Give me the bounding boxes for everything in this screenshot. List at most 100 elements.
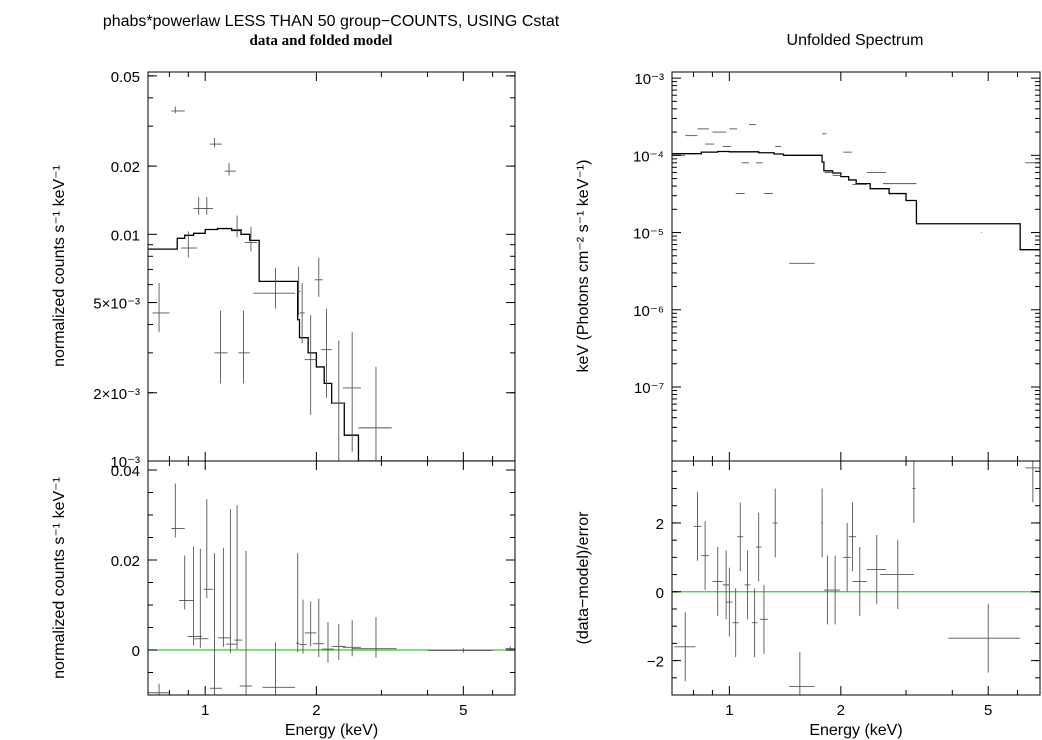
y-tick-label: 10⁻³ — [110, 454, 140, 471]
data-point — [203, 197, 214, 215]
x-axis-label: Energy (keV) — [285, 722, 378, 739]
data-point — [187, 546, 202, 646]
data-point — [744, 550, 751, 620]
data-point — [912, 461, 916, 523]
axes-frame — [147, 460, 516, 696]
data-point — [304, 601, 317, 647]
data-point — [726, 567, 733, 637]
data-point — [789, 651, 815, 695]
y-axis-label: normalized counts s⁻¹ keV⁻¹ — [51, 165, 68, 367]
axes-frame — [671, 71, 1041, 462]
data-point — [755, 512, 762, 582]
data-point — [866, 534, 887, 604]
panel-unfolded: 10⁻³ 10⁻⁴ 10⁻⁵ 10⁻⁶ 10⁻⁷ keV (Photons cm⁻² s⁻… — [575, 71, 1041, 462]
y-tick-label: 2×10⁻³ — [93, 386, 140, 403]
data-point — [244, 226, 257, 252]
data-point — [253, 268, 295, 309]
data-point — [299, 599, 307, 654]
data-point — [342, 332, 361, 452]
y-tick-label: 10⁻⁵ — [633, 226, 664, 243]
data-point — [712, 547, 723, 616]
data-point — [171, 483, 185, 538]
model-step-line — [672, 150, 1040, 251]
data-point — [352, 617, 397, 658]
panel-folded_resid: 0.04 0.02 0 1 2 5 Energy (keV) normalized count… — [51, 460, 516, 739]
data-point — [852, 547, 867, 616]
data-point — [760, 584, 768, 654]
data-point — [295, 553, 300, 653]
data-point — [179, 555, 194, 610]
data-point — [772, 488, 778, 558]
y-tick-label: 2 — [656, 516, 664, 533]
y-tick-label: 0.02 — [111, 159, 140, 176]
data-point — [674, 612, 696, 682]
data-point — [152, 282, 170, 333]
x-tick-label: 5 — [459, 702, 467, 719]
data-point — [732, 588, 739, 658]
data-point — [342, 620, 361, 657]
data-point — [948, 603, 1021, 673]
data-point — [751, 588, 758, 658]
data-point — [238, 310, 250, 384]
plot-area — [672, 124, 1040, 264]
y-tick-label: 10⁻⁶ — [633, 303, 664, 320]
panel-folded: 0.05 0.02 0.01 5×10⁻³ 2×10⁻³ 10⁻³ normalized c… — [51, 69, 516, 471]
x-tick-label: 1 — [201, 702, 209, 719]
plot-area — [148, 106, 515, 461]
x-tick-label: 2 — [837, 702, 845, 719]
data-point — [1025, 461, 1040, 503]
data-point — [234, 505, 243, 650]
y-tick-label: 0.04 — [111, 463, 140, 480]
y-axis-label: keV (Photons cm⁻² s⁻¹ keV⁻¹) — [575, 160, 592, 373]
data-point — [737, 502, 744, 572]
data-point — [321, 622, 334, 663]
y-tick-label: 10⁻³ — [634, 71, 664, 88]
data-point — [226, 509, 238, 654]
data-point — [304, 315, 317, 415]
data-point — [848, 502, 857, 572]
data-point — [314, 257, 323, 297]
data-point — [321, 308, 332, 398]
data-point — [296, 266, 301, 316]
data-point — [209, 553, 222, 695]
data-point — [233, 215, 243, 238]
plot-area — [148, 483, 515, 695]
data-point — [823, 555, 831, 625]
x-tick-label: 2 — [312, 702, 320, 719]
data-point — [427, 648, 493, 653]
x-axis-label: Energy (keV) — [809, 722, 902, 739]
data-point — [879, 540, 914, 609]
data-point — [224, 163, 236, 176]
data-point — [701, 521, 709, 591]
data-point — [693, 491, 702, 561]
data-point — [331, 623, 346, 660]
data-point — [218, 547, 231, 647]
y-axis-label: normalized counts s⁻¹ keV⁻¹ — [51, 477, 68, 679]
right-panel-title: Unfolded Spectrum — [787, 32, 924, 49]
data-point — [821, 488, 823, 558]
data-point — [181, 231, 197, 258]
x-tick-label: 1 — [725, 702, 733, 719]
y-tick-label: 0.01 — [111, 227, 140, 244]
data-point — [193, 548, 209, 648]
data-point — [214, 310, 228, 384]
axes-frame — [671, 460, 1041, 696]
data-point — [262, 642, 295, 695]
data-point — [171, 106, 185, 114]
data-point — [193, 197, 207, 215]
data-point — [209, 137, 222, 148]
x-tick-label: 5 — [984, 702, 992, 719]
figure-subtitle: data and folded model — [250, 33, 393, 49]
y-tick-label: 5×10⁻³ — [93, 296, 140, 313]
y-tick-label: 0 — [656, 585, 664, 602]
data-point — [239, 551, 253, 695]
data-point — [313, 598, 325, 658]
y-tick-label: 10⁻⁴ — [633, 148, 664, 165]
model-step-line — [148, 227, 515, 461]
data-point — [203, 499, 214, 599]
figure-title: phabs*powerlaw LESS THAN 50 group−COUNTS… — [103, 13, 560, 30]
data-point — [358, 366, 392, 461]
y-tick-label: 0 — [132, 643, 140, 660]
plot-area — [672, 461, 1040, 695]
data-point — [722, 550, 730, 620]
